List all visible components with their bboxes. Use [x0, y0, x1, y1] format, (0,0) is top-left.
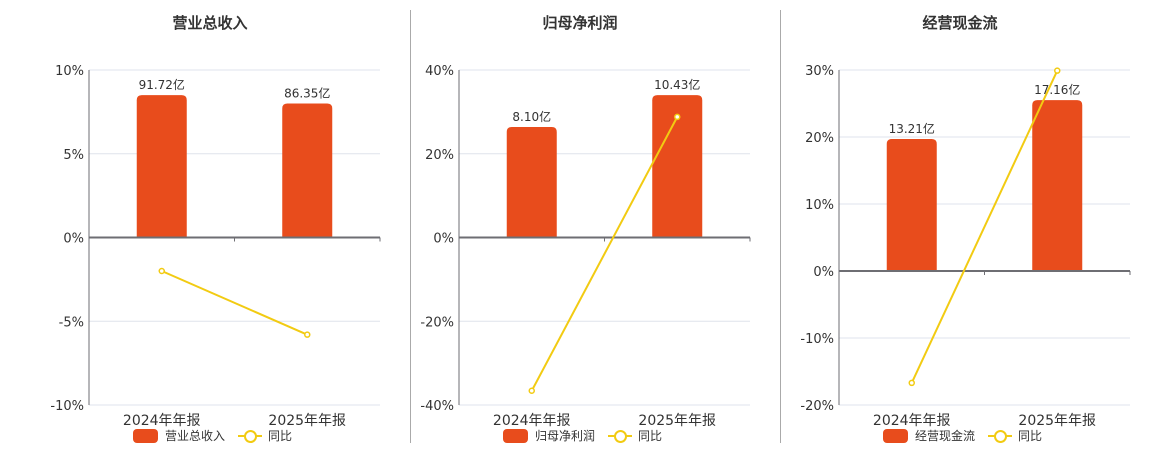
bar[interactable] — [886, 139, 937, 271]
line-legend-marker-icon[interactable] — [238, 429, 263, 443]
y-tick-label: -5% — [59, 315, 84, 330]
x-category-label: 2025年年报 — [268, 413, 346, 429]
chart-title-operating-cash-flow: 经营现金流 — [922, 14, 998, 32]
y-tick-label: 20% — [425, 148, 454, 163]
line-legend-marker-icon[interactable] — [988, 429, 1013, 443]
yoy-point[interactable] — [528, 387, 535, 395]
yoy-point[interactable] — [158, 267, 165, 275]
chart-divider — [410, 10, 411, 443]
legend-operating-cash-flow: 经营现金流 同比 — [883, 427, 1042, 444]
legend-label-yoy[interactable]: 同比 — [638, 429, 663, 443]
legend-label-bar[interactable]: 经营现金流 — [915, 429, 976, 443]
yoy-point[interactable] — [908, 379, 915, 387]
y-tick-label: 0% — [813, 265, 834, 280]
chart-divider — [780, 10, 781, 443]
bar-value-label: 13.21亿 — [889, 121, 935, 136]
y-tick-label: -10% — [50, 399, 84, 414]
y-tick-label: -20% — [420, 315, 454, 330]
x-category-label: 2025年年报 — [638, 413, 716, 429]
y-tick-label: -40% — [420, 399, 454, 414]
bar-legend-swatch[interactable] — [883, 428, 908, 443]
legend-label-yoy[interactable]: 同比 — [268, 429, 293, 443]
y-tick-label: 10% — [55, 64, 84, 79]
x-category-label: 2024年年报 — [123, 413, 201, 429]
x-category-label: 2025年年报 — [1018, 413, 1096, 429]
y-tick-label: 40% — [425, 64, 454, 79]
y-tick-label: 30% — [805, 64, 834, 79]
yoy-point[interactable] — [674, 113, 681, 121]
bar-legend-swatch[interactable] — [503, 428, 528, 443]
yoy-line — [910, 70, 1059, 384]
bar[interactable] — [506, 126, 557, 238]
bar-value-label: 91.72亿 — [139, 77, 185, 92]
yoy-point[interactable] — [304, 331, 311, 338]
bar[interactable] — [136, 95, 187, 238]
line-legend-marker-icon[interactable] — [608, 429, 633, 443]
y-tick-label: 20% — [805, 131, 834, 146]
chart-title-net-profit: 归母净利润 — [542, 14, 618, 32]
yoy-line — [530, 116, 679, 392]
bar[interactable] — [282, 103, 333, 238]
bar-value-label: 10.43亿 — [654, 77, 700, 92]
y-tick-label: 5% — [63, 148, 84, 163]
legend-revenue: 营业总收入 同比 — [133, 427, 292, 444]
yoy-line — [161, 270, 308, 336]
legend-label-bar[interactable]: 营业总收入 — [165, 429, 226, 443]
legend-label-bar[interactable]: 归母净利润 — [535, 429, 596, 443]
bar[interactable] — [652, 95, 703, 238]
bar-value-label: 8.10亿 — [512, 109, 551, 124]
y-tick-label: -20% — [800, 399, 834, 414]
legend-net-profit: 归母净利润 同比 — [503, 427, 662, 444]
legend-label-yoy[interactable]: 同比 — [1018, 429, 1043, 443]
bar-value-label: 86.35亿 — [284, 86, 330, 101]
x-category-label: 2024年年报 — [873, 413, 951, 429]
y-tick-label: -10% — [800, 332, 834, 347]
y-tick-label: 10% — [805, 198, 834, 213]
bar[interactable] — [1032, 100, 1083, 272]
bar-legend-swatch[interactable] — [133, 428, 158, 443]
y-tick-label: 0% — [63, 232, 84, 247]
chart-title-revenue: 营业总收入 — [172, 14, 248, 32]
yoy-point[interactable] — [1054, 67, 1061, 74]
bar-value-label: 17.16亿 — [1034, 82, 1080, 97]
x-category-label: 2024年年报 — [493, 413, 571, 429]
y-tick-label: 0% — [433, 232, 454, 247]
